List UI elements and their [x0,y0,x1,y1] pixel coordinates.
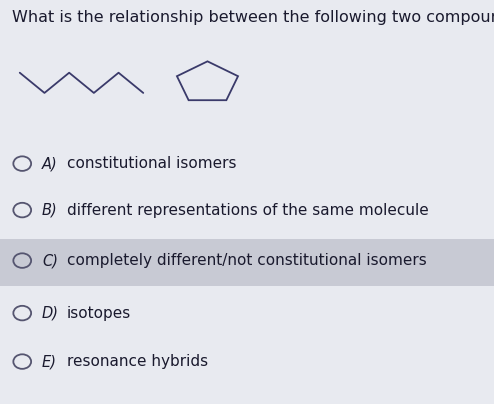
Text: D): D) [42,305,59,321]
Text: What is the relationship between the following two compounds?: What is the relationship between the fol… [12,10,494,25]
Text: E): E) [42,354,57,369]
Text: resonance hybrids: resonance hybrids [67,354,208,369]
Text: A): A) [42,156,58,171]
Text: C): C) [42,253,58,268]
FancyBboxPatch shape [0,239,494,286]
Text: B): B) [42,202,58,218]
Text: isotopes: isotopes [67,305,131,321]
Text: completely different/not constitutional isomers: completely different/not constitutional … [67,253,426,268]
Text: constitutional isomers: constitutional isomers [67,156,236,171]
Text: different representations of the same molecule: different representations of the same mo… [67,202,428,218]
